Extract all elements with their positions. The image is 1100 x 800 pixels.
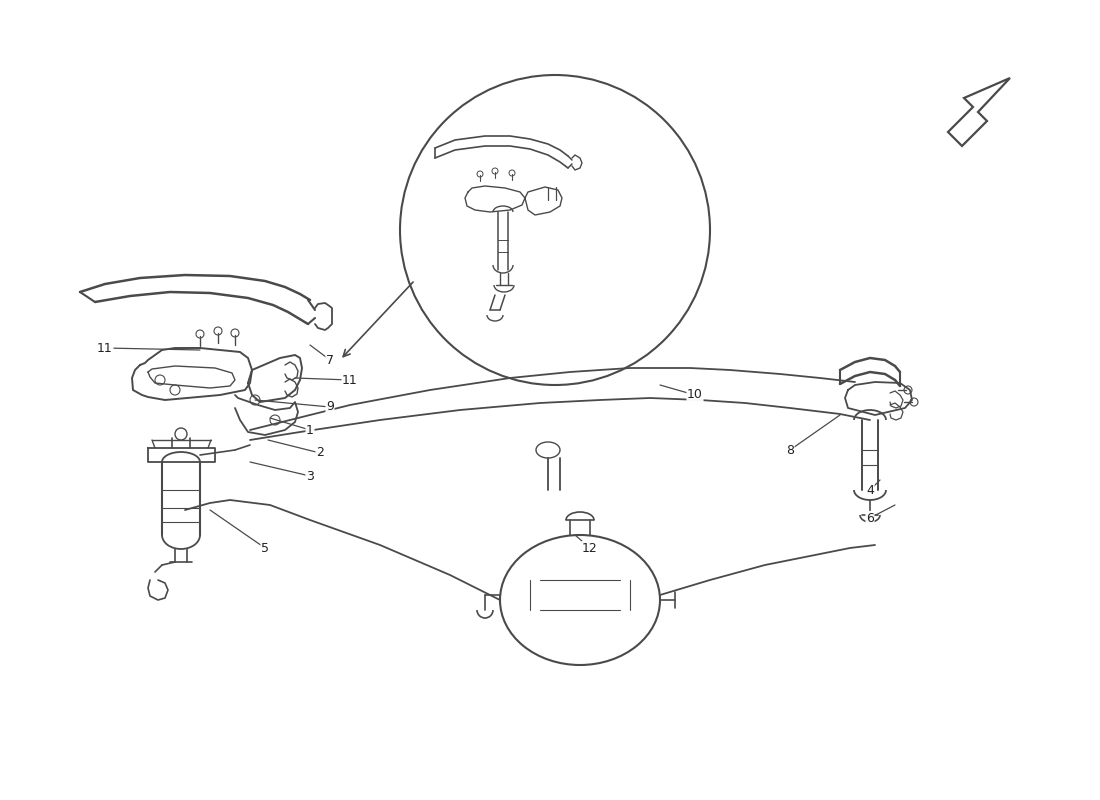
Text: 6: 6 [866, 511, 873, 525]
Text: 7: 7 [326, 354, 334, 366]
Text: 4: 4 [866, 483, 873, 497]
Text: 12: 12 [582, 542, 598, 554]
Text: 9: 9 [326, 401, 334, 414]
Text: 11: 11 [342, 374, 358, 386]
Text: 11: 11 [97, 342, 113, 354]
Text: 1: 1 [306, 423, 313, 437]
Text: 8: 8 [786, 443, 794, 457]
Text: 10: 10 [688, 389, 703, 402]
Text: 3: 3 [306, 470, 313, 482]
Text: 5: 5 [261, 542, 270, 554]
Text: 2: 2 [316, 446, 323, 459]
